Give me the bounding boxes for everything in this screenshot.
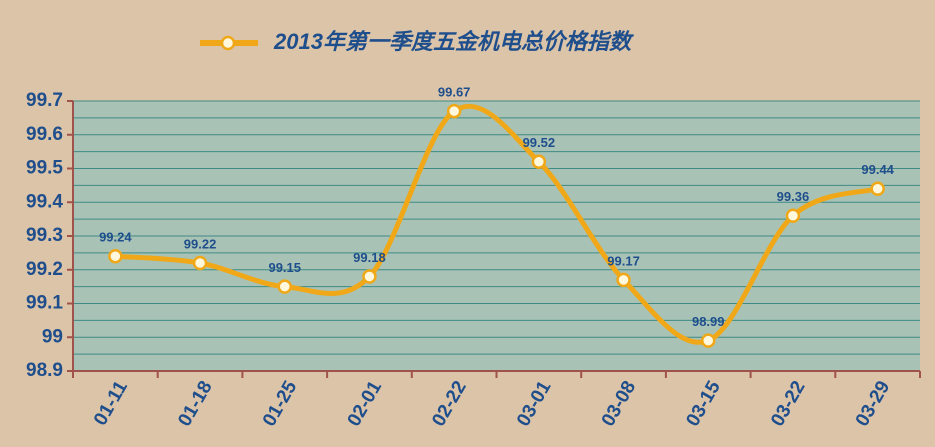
plot-stripe <box>73 134 920 152</box>
data-point <box>108 249 123 264</box>
series-line <box>115 103 879 345</box>
plot-stripe <box>73 236 920 253</box>
data-point <box>701 333 716 348</box>
data-label: 99.44 <box>861 162 894 177</box>
legend-marker <box>220 35 236 51</box>
data-point <box>192 255 208 271</box>
y-tick-label: 98.9 <box>26 360 63 381</box>
y-tick-label: 99.3 <box>26 225 63 246</box>
data-label: 99.52 <box>523 135 556 150</box>
y-tick-label: 99.4 <box>26 191 63 212</box>
plot-stripe <box>73 354 920 371</box>
data-point <box>277 279 292 294</box>
data-point <box>785 208 801 223</box>
data-point <box>446 103 462 119</box>
plot-stripe <box>73 202 920 220</box>
legend-label: 2013年第一季度五金机电总价格指数 <box>273 29 634 54</box>
data-label: 98.99 <box>692 314 725 329</box>
data-label: 99.18 <box>353 250 386 265</box>
data-point <box>362 269 377 284</box>
plot-stripe <box>73 252 920 270</box>
plot-stripe <box>73 185 920 203</box>
plot-stripe <box>73 151 920 169</box>
plot-stripe <box>73 117 920 135</box>
data-label: 99.17 <box>607 253 640 268</box>
plot-stripe <box>73 286 920 304</box>
data-point <box>531 154 547 169</box>
y-tick-label: 99.5 <box>26 158 63 179</box>
plot-stripe <box>73 219 920 236</box>
y-tick-label: 99 <box>42 326 63 347</box>
data-point <box>616 272 631 288</box>
data-point <box>870 181 885 196</box>
y-tick-label: 99.2 <box>26 259 63 280</box>
plot-stripe <box>73 269 920 287</box>
y-tick-label: 99.1 <box>26 293 63 314</box>
plot-stripe <box>73 337 920 355</box>
plot-stripe <box>73 168 920 186</box>
plot-stripe <box>73 101 920 118</box>
plot-stripe <box>73 320 920 338</box>
data-label: 99.36 <box>777 189 810 204</box>
y-tick-label: 99.6 <box>26 124 63 145</box>
data-label: 99.67 <box>438 85 471 100</box>
data-label: 99.22 <box>184 236 217 251</box>
data-label: 99.15 <box>268 260 301 275</box>
y-tick-label: 99.7 <box>26 90 63 111</box>
data-label: 99.24 <box>99 230 132 245</box>
plot-stripe <box>73 303 920 321</box>
